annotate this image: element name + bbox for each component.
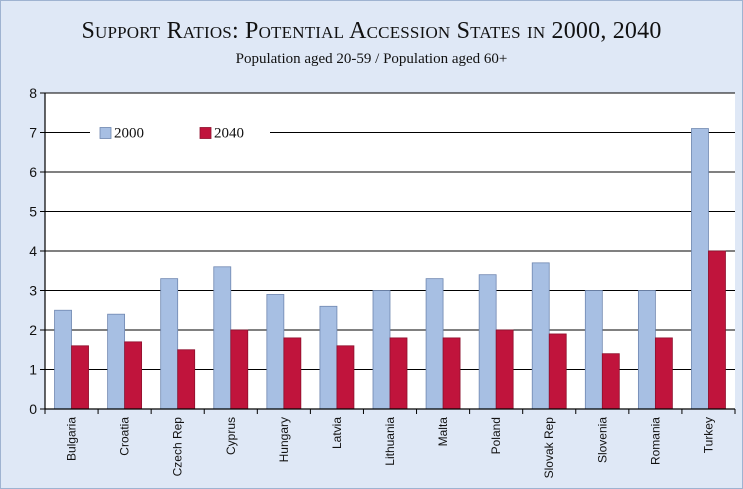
chart-subtitle: Population aged 20-59 / Population aged … (235, 51, 508, 67)
bar-2040-slovenia (601, 353, 620, 410)
bar-2040-slovak-rep (548, 333, 567, 410)
bar-2000-slovak-rep (531, 262, 550, 410)
bar-2000-slovenia (584, 290, 603, 410)
bar-2040-romania (654, 337, 673, 410)
x-tick-label-cyprus: Cyprus (224, 417, 238, 455)
x-tick-label-latvia: Latvia (330, 417, 344, 449)
bar-2000-croatia (107, 313, 126, 410)
y-tick-label: 8 (29, 85, 37, 101)
bar-2000-malta (425, 278, 444, 410)
bar-2000-turkey (691, 128, 709, 410)
bar-2040-lithuania (389, 337, 408, 410)
bar-2040-cyprus (230, 329, 249, 410)
legend-label-2000: 2000 (114, 126, 144, 142)
y-tick-label: 1 (29, 362, 37, 378)
legend-background (90, 122, 270, 143)
legend-swatch-2000 (99, 127, 112, 139)
x-tick-label-czech-rep: Czech Rep (171, 417, 185, 477)
y-tick-label: 6 (29, 164, 37, 180)
x-tick-label-bulgaria: Bulgaria (65, 417, 79, 461)
bar-2000-czech-rep (160, 278, 179, 410)
x-tick-label-slovak-rep: Slovak Rep (542, 417, 556, 479)
y-tick-label: 2 (29, 322, 37, 338)
bar-2000-latvia (319, 305, 338, 410)
legend: 2000 2040 (90, 122, 270, 143)
y-tick-label: 4 (29, 243, 37, 259)
y-tick-label: 7 (29, 125, 37, 141)
x-tick-label-romania: Romania (648, 417, 662, 465)
bar-2040-turkey (708, 250, 726, 410)
axes (40, 92, 736, 414)
bar-2000-bulgaria (54, 309, 72, 410)
bar-2040-bulgaria (71, 345, 89, 410)
x-tick-label-slovenia: Slovenia (595, 417, 609, 463)
y-tick-label: 0 (29, 401, 37, 417)
bar-2040-czech-rep (177, 349, 196, 410)
bar-2000-poland (478, 274, 497, 410)
bar-2040-croatia (124, 341, 143, 410)
bar-2040-latvia (336, 345, 355, 410)
bar-2040-malta (442, 337, 461, 410)
x-tick-label-lithuania: Lithuania (383, 417, 397, 466)
x-tick-label-croatia: Croatia (118, 417, 132, 456)
chart-title: Support Ratios: Potential Accession Stat… (81, 18, 662, 44)
bar-2000-hungary (266, 294, 285, 410)
bar-2000-cyprus (213, 266, 232, 410)
y-tick-label: 3 (29, 283, 37, 299)
x-tick-label-hungary: Hungary (277, 417, 291, 462)
legend-label-2040: 2040 (214, 126, 244, 142)
bar-2040-poland (495, 329, 514, 410)
bar-2000-romania (637, 290, 656, 410)
y-tick-label: 5 (29, 204, 37, 220)
x-tick-label-turkey: Turkey (701, 417, 715, 453)
legend-swatch-2040 (199, 127, 212, 139)
bar-2000-lithuania (372, 290, 391, 410)
x-tick-label-poland: Poland (489, 417, 503, 454)
x-tick-labels: Bulgaria Croatia Czech Rep Cyprus Hungary Lat… (65, 417, 716, 479)
bar-2040-hungary (283, 337, 302, 410)
y-tick-labels: 0 1 2 3 4 5 6 7 8 (29, 85, 37, 417)
x-tick-label-malta: Malta (436, 417, 450, 447)
